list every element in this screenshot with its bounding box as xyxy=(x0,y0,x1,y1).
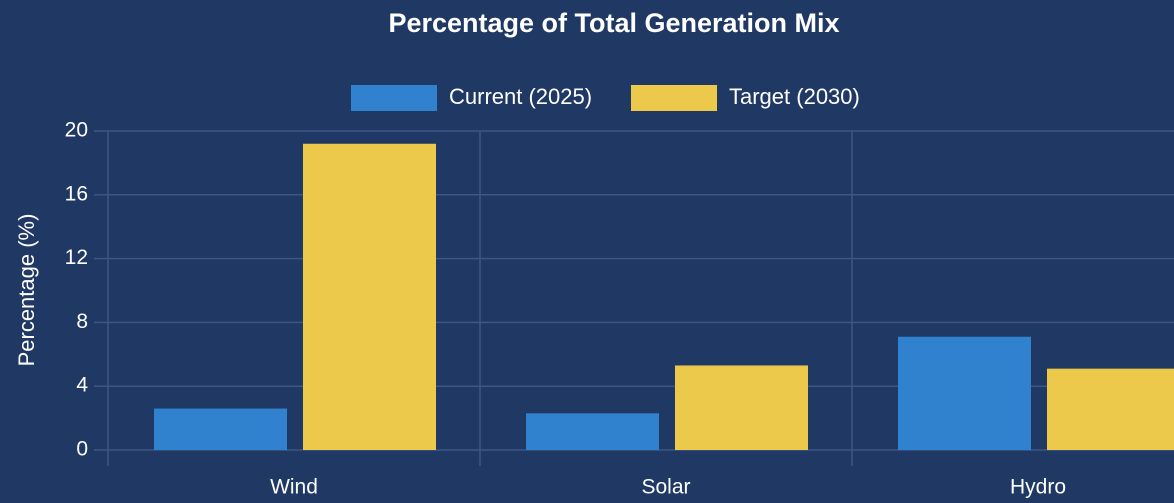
x-tick-label: Wind xyxy=(270,476,318,499)
bar xyxy=(1047,368,1174,450)
x-tick-label: Hydro xyxy=(1010,476,1066,499)
y-tick-label: 0 xyxy=(76,438,88,461)
y-tick-label: 12 xyxy=(65,246,88,269)
legend-label: Target (2030) xyxy=(729,84,860,109)
legend-swatch xyxy=(631,85,717,111)
bar xyxy=(898,336,1031,450)
legend-label: Current (2025) xyxy=(449,84,592,109)
y-tick-label: 8 xyxy=(76,310,88,333)
bar xyxy=(675,365,808,450)
y-tick-label: 20 xyxy=(65,119,88,142)
bar xyxy=(526,413,659,450)
x-tick-label: Solar xyxy=(641,476,690,499)
legend-swatch xyxy=(351,85,437,111)
chart-title: Percentage of Total Generation Mix xyxy=(388,8,839,38)
y-axis-title: Percentage (%) xyxy=(14,214,39,367)
bar xyxy=(303,143,436,450)
y-tick-label: 16 xyxy=(65,182,88,205)
bar xyxy=(154,408,287,450)
y-tick-label: 4 xyxy=(76,374,88,397)
